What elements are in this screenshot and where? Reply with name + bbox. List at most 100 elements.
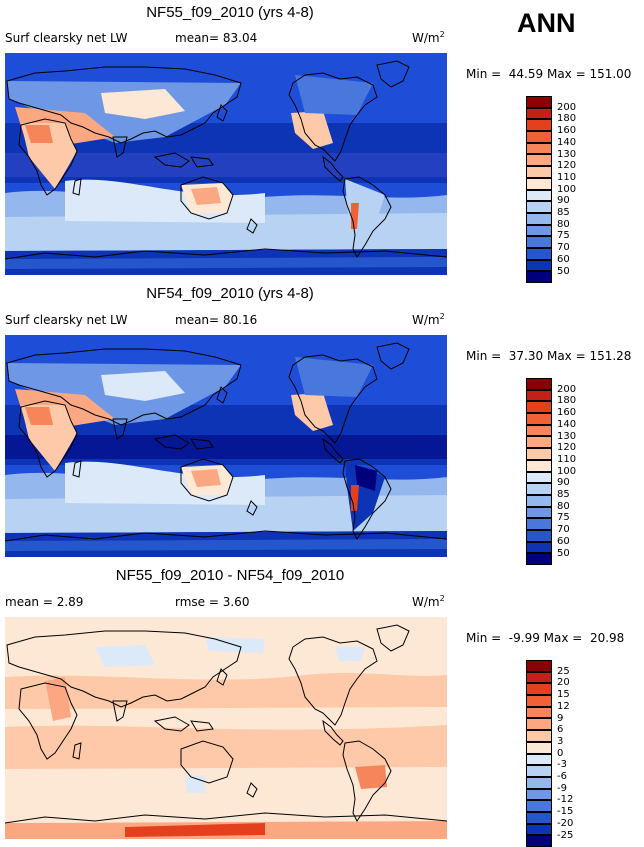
colorbar-tick-label: 140 [557, 418, 577, 430]
colorbar-swatch [526, 448, 552, 460]
colorbar-tick-label: -3 [557, 759, 567, 771]
colorbar-swatch [526, 683, 552, 696]
min-max-label: Min = 44.59 Max = 151.00 [466, 67, 632, 81]
colorbar-swatch [526, 753, 552, 766]
colorbar-swatch [526, 389, 552, 402]
colorbar-tick-label: 120 [557, 442, 577, 454]
colorbar-swatch [526, 483, 552, 495]
colorbar-tick-label: 0 [557, 747, 564, 759]
colorbar-swatch [526, 811, 552, 824]
colorbar-swatch [526, 201, 552, 213]
panel-title: NF55_f09_2010 (yrs 4-8) [146, 4, 314, 21]
colorbar-tick-label: 12 [557, 700, 570, 712]
mean-label: mean= 80.16 [175, 313, 258, 327]
units-label: W/m2 [412, 594, 445, 609]
colorbar-swatch [526, 835, 552, 847]
colorbar-swatch [526, 177, 552, 190]
colorbar-swatch [526, 471, 552, 484]
colorbar-tick-label: 50 [557, 265, 570, 277]
colorbar-swatch [526, 506, 552, 519]
colorbar-swatch [526, 107, 552, 120]
colorbar-tick-label: 80 [557, 218, 570, 230]
panel-title: NF55_f09_2010 - NF54_f09_2010 [115, 567, 345, 584]
colorbar-swatch [526, 224, 552, 237]
colorbar-tick-label: 140 [557, 136, 577, 148]
colorbar-tick-label: 70 [557, 242, 570, 254]
colorbar-tick-label: 180 [557, 113, 577, 125]
colorbar-tick-label: 160 [557, 125, 577, 137]
map-nf55 [5, 53, 447, 275]
colorbar-tick-label: -12 [557, 794, 574, 806]
variable-label: Surf clearsky net LW [5, 31, 128, 45]
colorbar-swatch [526, 271, 552, 283]
colorbar [526, 96, 552, 283]
colorbar-tick-label: -25 [557, 829, 574, 841]
colorbar-tick-label: 80 [557, 500, 570, 512]
colorbar-swatch [526, 671, 552, 684]
colorbar-tick-label: -20 [557, 817, 574, 829]
colorbar-swatch [526, 142, 552, 155]
colorbar-tick-label: 100 [557, 465, 577, 477]
colorbar-tick-label: 130 [557, 148, 577, 160]
colorbar-swatch [526, 413, 552, 425]
colorbar-swatch [526, 119, 552, 132]
colorbar-tick-label: 75 [557, 230, 570, 242]
colorbar-swatch [526, 823, 552, 836]
colorbar-tick-label: 6 [557, 724, 564, 736]
colorbar-tick-label: -9 [557, 782, 567, 794]
colorbar-swatch [526, 660, 552, 672]
colorbar-tick-label: 90 [557, 195, 570, 207]
colorbar-tick-label: 25 [557, 665, 570, 677]
colorbar-tick-label: 3 [557, 735, 564, 747]
colorbar-swatch [526, 154, 552, 167]
colorbar-tick-label: 110 [557, 453, 577, 465]
mean-label: mean = 2.89 [5, 595, 84, 609]
colorbar-tick-label: 200 [557, 383, 577, 395]
season-label: ANN [517, 8, 576, 38]
colorbar-tick-label: 120 [557, 160, 577, 172]
colorbar-swatch [526, 259, 552, 272]
colorbar-tick-label: 60 [557, 535, 570, 547]
colorbar-swatch [526, 378, 552, 390]
map-nf54 [5, 335, 447, 557]
colorbar-swatch [526, 247, 552, 260]
colorbar-swatch [526, 494, 552, 507]
colorbar-swatch [526, 96, 552, 108]
colorbar-tick-label: 70 [557, 524, 570, 536]
colorbar-swatch [526, 553, 552, 565]
mean-label: mean= 83.04 [175, 31, 258, 45]
colorbar-tick-label: 60 [557, 253, 570, 265]
colorbar-swatch [526, 765, 552, 777]
colorbar-swatch [526, 189, 552, 202]
colorbar-swatch [526, 401, 552, 414]
units-label: W/m2 [412, 312, 445, 327]
colorbar-tick-label: 50 [557, 547, 570, 559]
colorbar-tick-label: 9 [557, 712, 564, 724]
colorbar-swatch [526, 459, 552, 472]
map-difference [5, 617, 447, 839]
colorbar-swatch [526, 529, 552, 542]
colorbar-tick-label: 20 [557, 677, 570, 689]
units-label: W/m2 [412, 30, 445, 45]
variable-label: Surf clearsky net LW [5, 313, 128, 327]
colorbar-swatch [526, 706, 552, 719]
colorbar-swatch [526, 730, 552, 742]
colorbar-tick-label: 110 [557, 171, 577, 183]
colorbar-swatch [526, 541, 552, 554]
colorbar [526, 660, 552, 847]
colorbar-tick-label: 200 [557, 101, 577, 113]
colorbar-tick-label: 85 [557, 489, 570, 500]
colorbar-tick-label: -15 [557, 806, 574, 818]
colorbar-swatch [526, 776, 552, 789]
colorbar-tick-label: 100 [557, 183, 577, 195]
min-max-label: Min = -9.99 Max = 20.98 [466, 631, 625, 645]
colorbar-swatch [526, 788, 552, 801]
colorbar-swatch [526, 131, 552, 143]
colorbar [526, 378, 552, 565]
colorbar-swatch [526, 436, 552, 449]
colorbar-tick-label: 15 [557, 689, 570, 701]
rmse-label: rmse = 3.60 [175, 595, 250, 609]
colorbar-swatch [526, 695, 552, 707]
colorbar-swatch [526, 166, 552, 178]
colorbar-tick-label: 180 [557, 395, 577, 407]
